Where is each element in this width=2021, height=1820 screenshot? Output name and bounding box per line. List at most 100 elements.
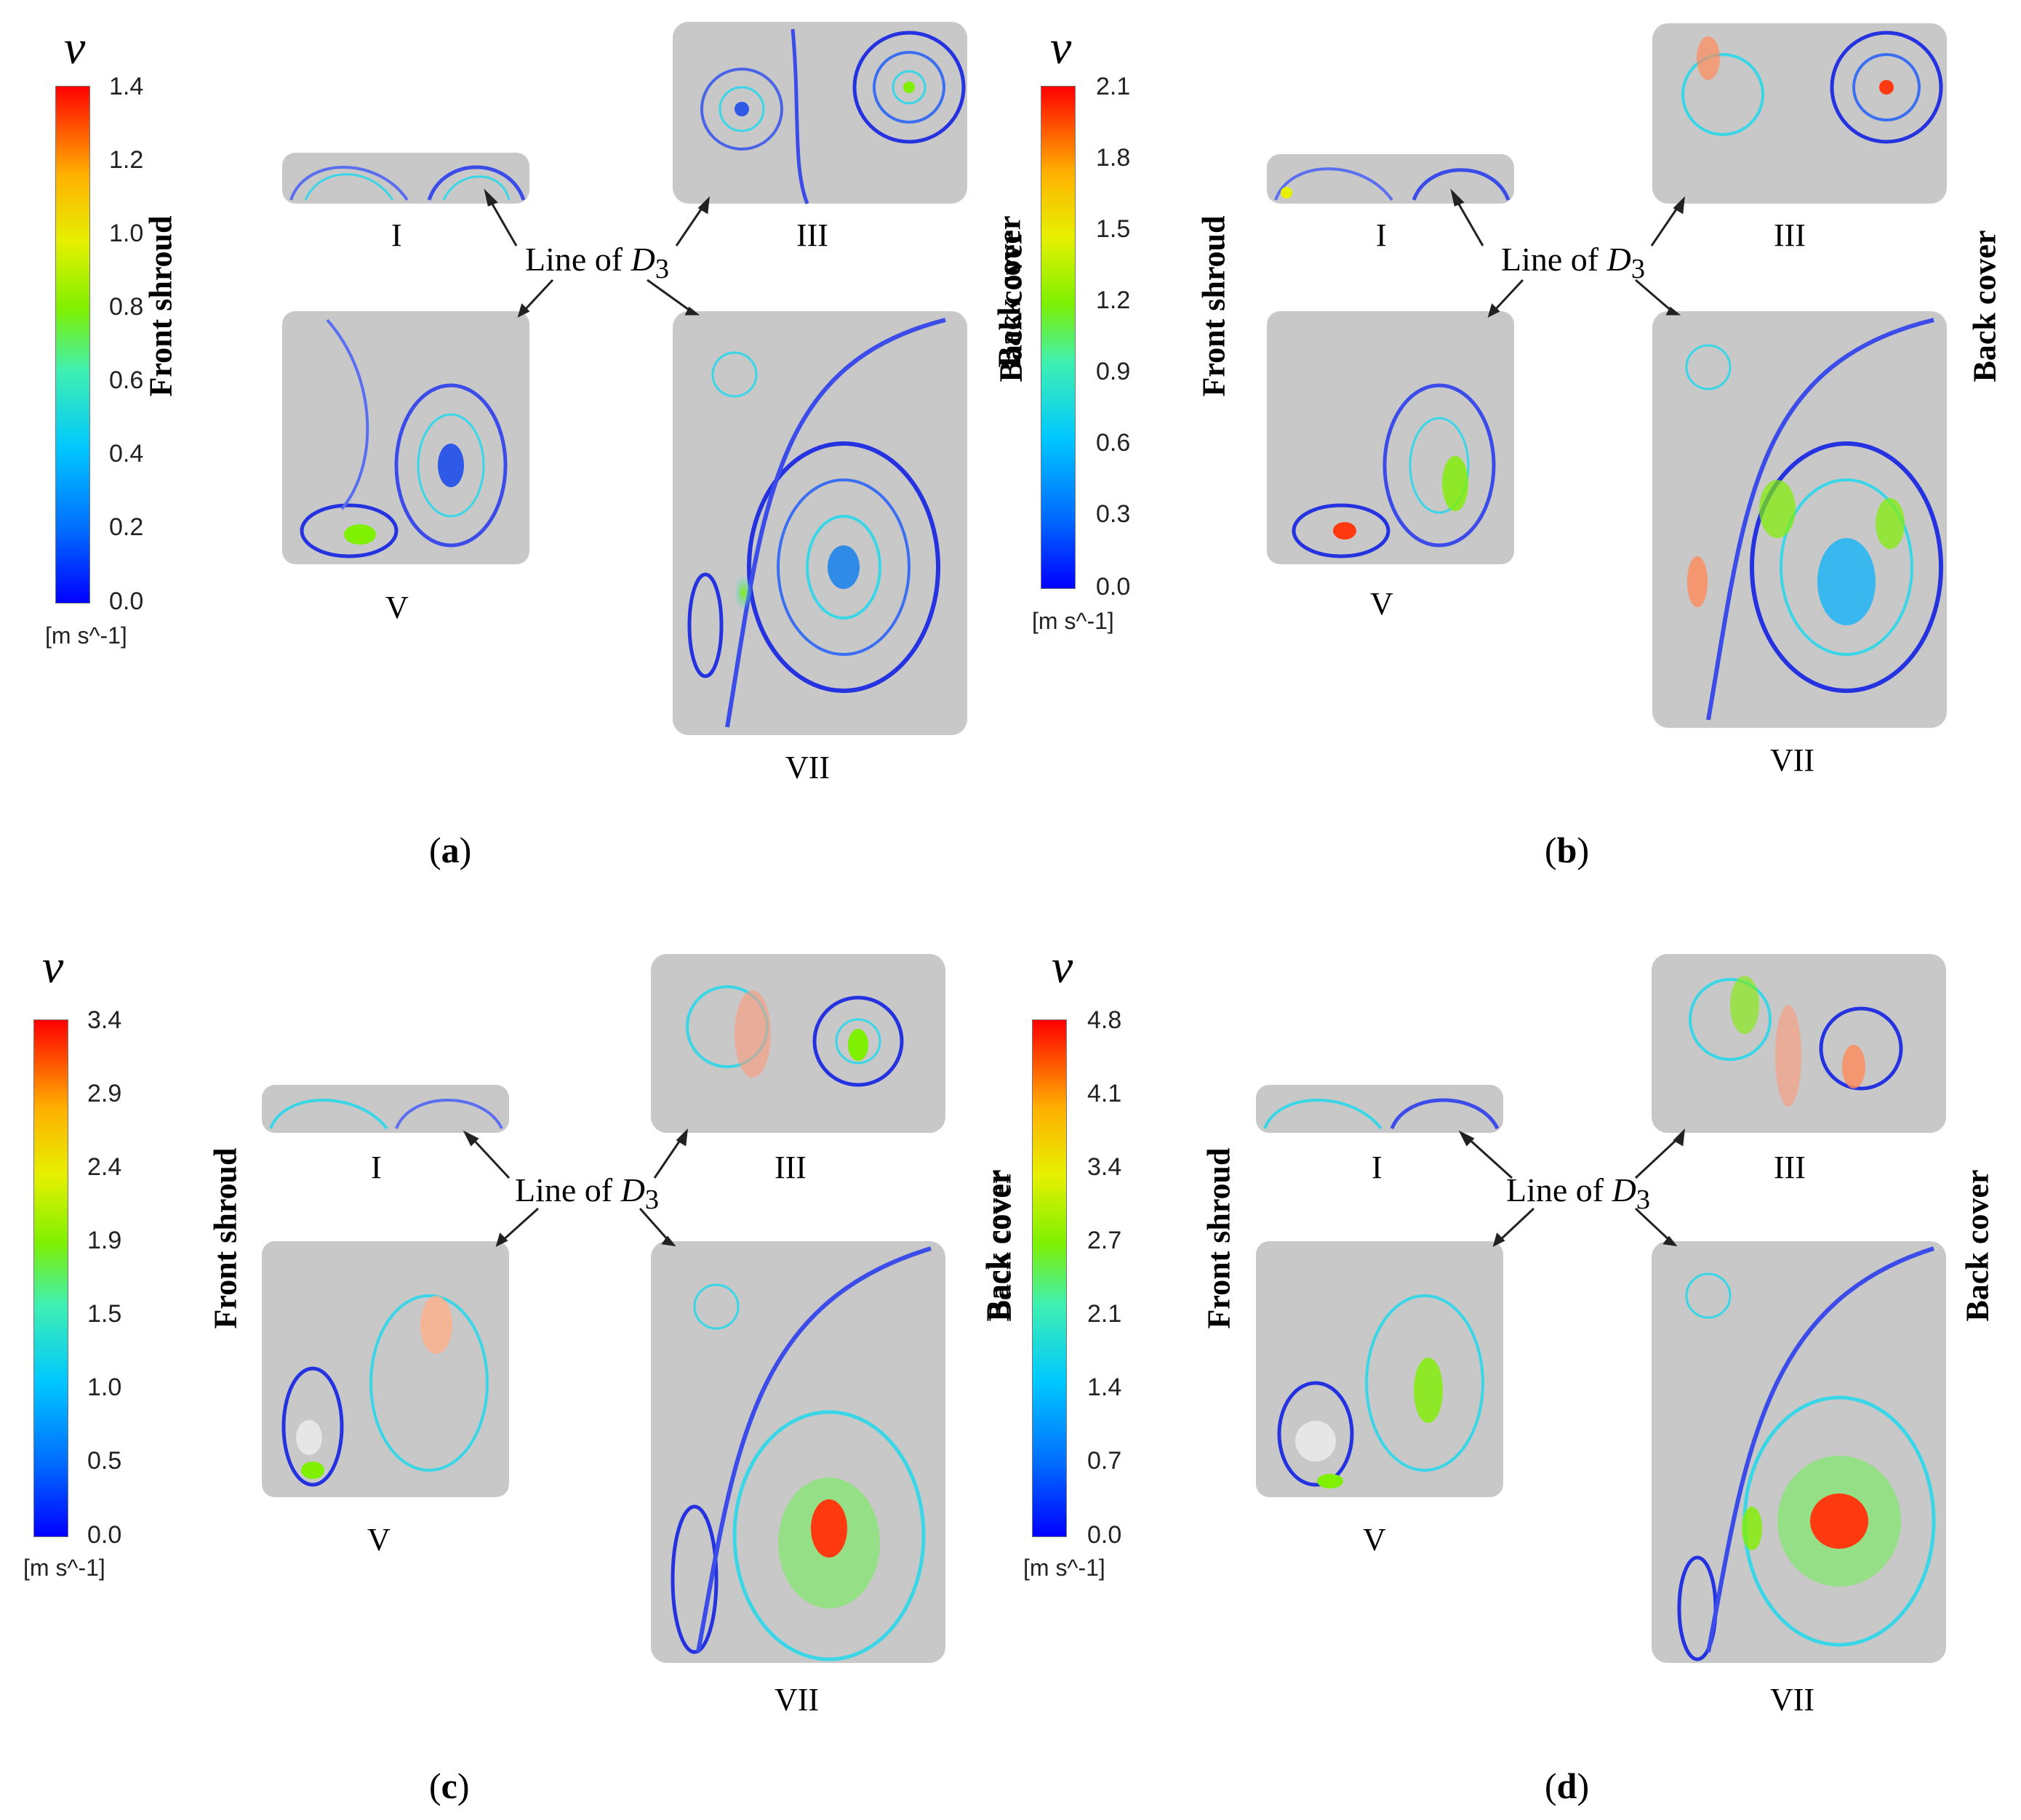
panel-caption: (a) <box>429 830 472 870</box>
region-III-label: III <box>1774 217 1806 253</box>
colorbar-variable-label: v <box>42 940 64 993</box>
caption-letter: b <box>1556 830 1577 870</box>
streamline-plots <box>282 22 967 735</box>
region-VII-label: VII <box>1770 742 1815 778</box>
d3-arrows <box>484 188 710 318</box>
colorbar-tick: 0.0 <box>87 1521 122 1549</box>
region-V-label: V <box>1370 586 1393 622</box>
colorbar-tick: 3.4 <box>87 1006 122 1034</box>
back-cover-label: Back cover <box>1966 230 2003 382</box>
region-V-label: V <box>367 1522 391 1558</box>
colorbar-tick: 0.3 <box>1096 500 1131 528</box>
d-subscript: 3 <box>1630 254 1646 285</box>
colorbar-tick: 0.8 <box>109 293 144 321</box>
region-III-cavity <box>1652 954 1946 1133</box>
region-I-cavity <box>282 153 529 204</box>
region-VII-cavity <box>1652 311 1947 728</box>
colorbar-tick: 4.1 <box>1087 1080 1122 1107</box>
d-symbol: D <box>1612 1171 1636 1208</box>
panel-d: v 4.8 4.1 3.4 2.7 2.1 1.4 0.7 0.0 [m s^-… <box>980 910 2020 1820</box>
panel-caption: (d) <box>1545 1765 1590 1806</box>
streamline-plots <box>262 954 945 1663</box>
region-VII-label: VII <box>785 750 831 785</box>
colorbar-variable-label: v <box>1050 21 1072 74</box>
colorbar-tick: 4.8 <box>1087 1006 1122 1034</box>
colorbar-tick: 0.6 <box>109 366 144 394</box>
colorbar <box>1032 1019 1067 1537</box>
colorbar-tick: 1.8 <box>1096 144 1131 172</box>
region-VII-cavity <box>673 311 967 735</box>
d-symbol: D <box>631 241 655 278</box>
region-I-cavity <box>262 1085 509 1133</box>
region-III-cavity <box>1652 23 1947 204</box>
panel-caption: (c) <box>429 1765 470 1806</box>
line-of-text: Line of <box>515 1171 621 1208</box>
colorbar-tick: 0.0 <box>1096 573 1131 601</box>
d3-arrows <box>1450 188 1685 318</box>
caption-letter: c <box>441 1765 457 1806</box>
colorbar-tick: 2.9 <box>87 1080 122 1107</box>
region-V-cavity <box>1267 311 1514 564</box>
region-I-cavity <box>1267 154 1514 204</box>
d-subscript: 3 <box>1636 1184 1651 1216</box>
colorbar-tick: 0.0 <box>109 588 144 615</box>
colorbar-tick: 2.1 <box>1087 1300 1122 1328</box>
colorbar-tick: 0.7 <box>1087 1447 1122 1475</box>
line-of-d3-label: Line of D3 <box>1506 1171 1650 1216</box>
region-VII-cavity <box>1652 1241 1946 1663</box>
region-V-label: V <box>385 590 409 625</box>
colorbar <box>33 1019 68 1537</box>
line-of-text: Line of <box>1501 241 1607 278</box>
d-subscript: 3 <box>644 1184 660 1216</box>
region-I-label: I <box>1376 217 1387 253</box>
panel-b: v 2.1 1.8 1.5 1.2 0.9 0.6 0.3 0.0 [m s^-… <box>992 0 2020 910</box>
colorbar-tick: 0.2 <box>109 513 144 541</box>
streamline-plots <box>1256 954 1946 1663</box>
colorbar-tick: 1.9 <box>87 1227 122 1254</box>
d3-arrows <box>463 1128 688 1247</box>
region-III-label: III <box>1774 1150 1806 1185</box>
region-V-cavity <box>282 311 529 564</box>
caption-letter: a <box>441 830 460 870</box>
colorbar-unit: [m s^-1] <box>1032 608 1114 634</box>
colorbar-tick: 0.0 <box>1087 1521 1122 1549</box>
region-III-label: III <box>775 1150 807 1185</box>
colorbar-unit: [m s^-1] <box>45 622 127 649</box>
region-V-cavity <box>262 1241 509 1497</box>
colorbar-unit: [m s^-1] <box>1023 1555 1105 1581</box>
back-cover-label: Back cover <box>1959 1169 1996 1322</box>
colorbar <box>55 86 90 604</box>
region-VII-label: VII <box>775 1682 820 1717</box>
d3-arrows <box>1458 1128 1685 1247</box>
region-III-label: III <box>796 217 828 253</box>
line-of-text: Line of <box>1506 1171 1612 1208</box>
region-V-cavity <box>1256 1241 1503 1497</box>
colorbar-variable-label: v <box>64 21 86 74</box>
region-I-label: I <box>1372 1150 1382 1185</box>
colorbar-tick: 3.4 <box>1087 1153 1122 1181</box>
colorbar-tick: 0.4 <box>109 440 144 468</box>
colorbar-tick: 1.2 <box>109 146 144 174</box>
region-VII-cavity <box>651 1241 945 1663</box>
colorbar-tick: 1.5 <box>87 1300 122 1328</box>
region-III-cavity <box>651 954 945 1133</box>
d-symbol: D <box>1606 241 1631 278</box>
colorbar-tick: 0.9 <box>1096 358 1131 385</box>
colorbar-tick: 1.4 <box>1087 1374 1122 1401</box>
colorbar-tick: 0.5 <box>87 1447 122 1475</box>
colorbar-tick: 2.1 <box>1096 73 1131 100</box>
line-of-d3-label: Line of D3 <box>515 1171 659 1216</box>
region-V-label: V <box>1363 1522 1386 1558</box>
colorbar-tick: 2.7 <box>1087 1227 1122 1254</box>
line-of-d3-label: Line of D3 <box>1501 240 1645 285</box>
colorbar-tick: 1.0 <box>87 1374 122 1401</box>
colorbar-tick: 1.4 <box>109 73 144 100</box>
region-I-label: I <box>391 217 402 253</box>
d-symbol: D <box>620 1171 645 1208</box>
colorbar-tick: 1.5 <box>1096 215 1131 243</box>
colorbar-tick: 1.2 <box>1096 286 1131 314</box>
streamline-plots <box>1267 23 1947 728</box>
colorbar-variable-label: v <box>1052 940 1073 993</box>
region-I-label: I <box>371 1150 382 1185</box>
region-I-cavity <box>1256 1085 1503 1133</box>
